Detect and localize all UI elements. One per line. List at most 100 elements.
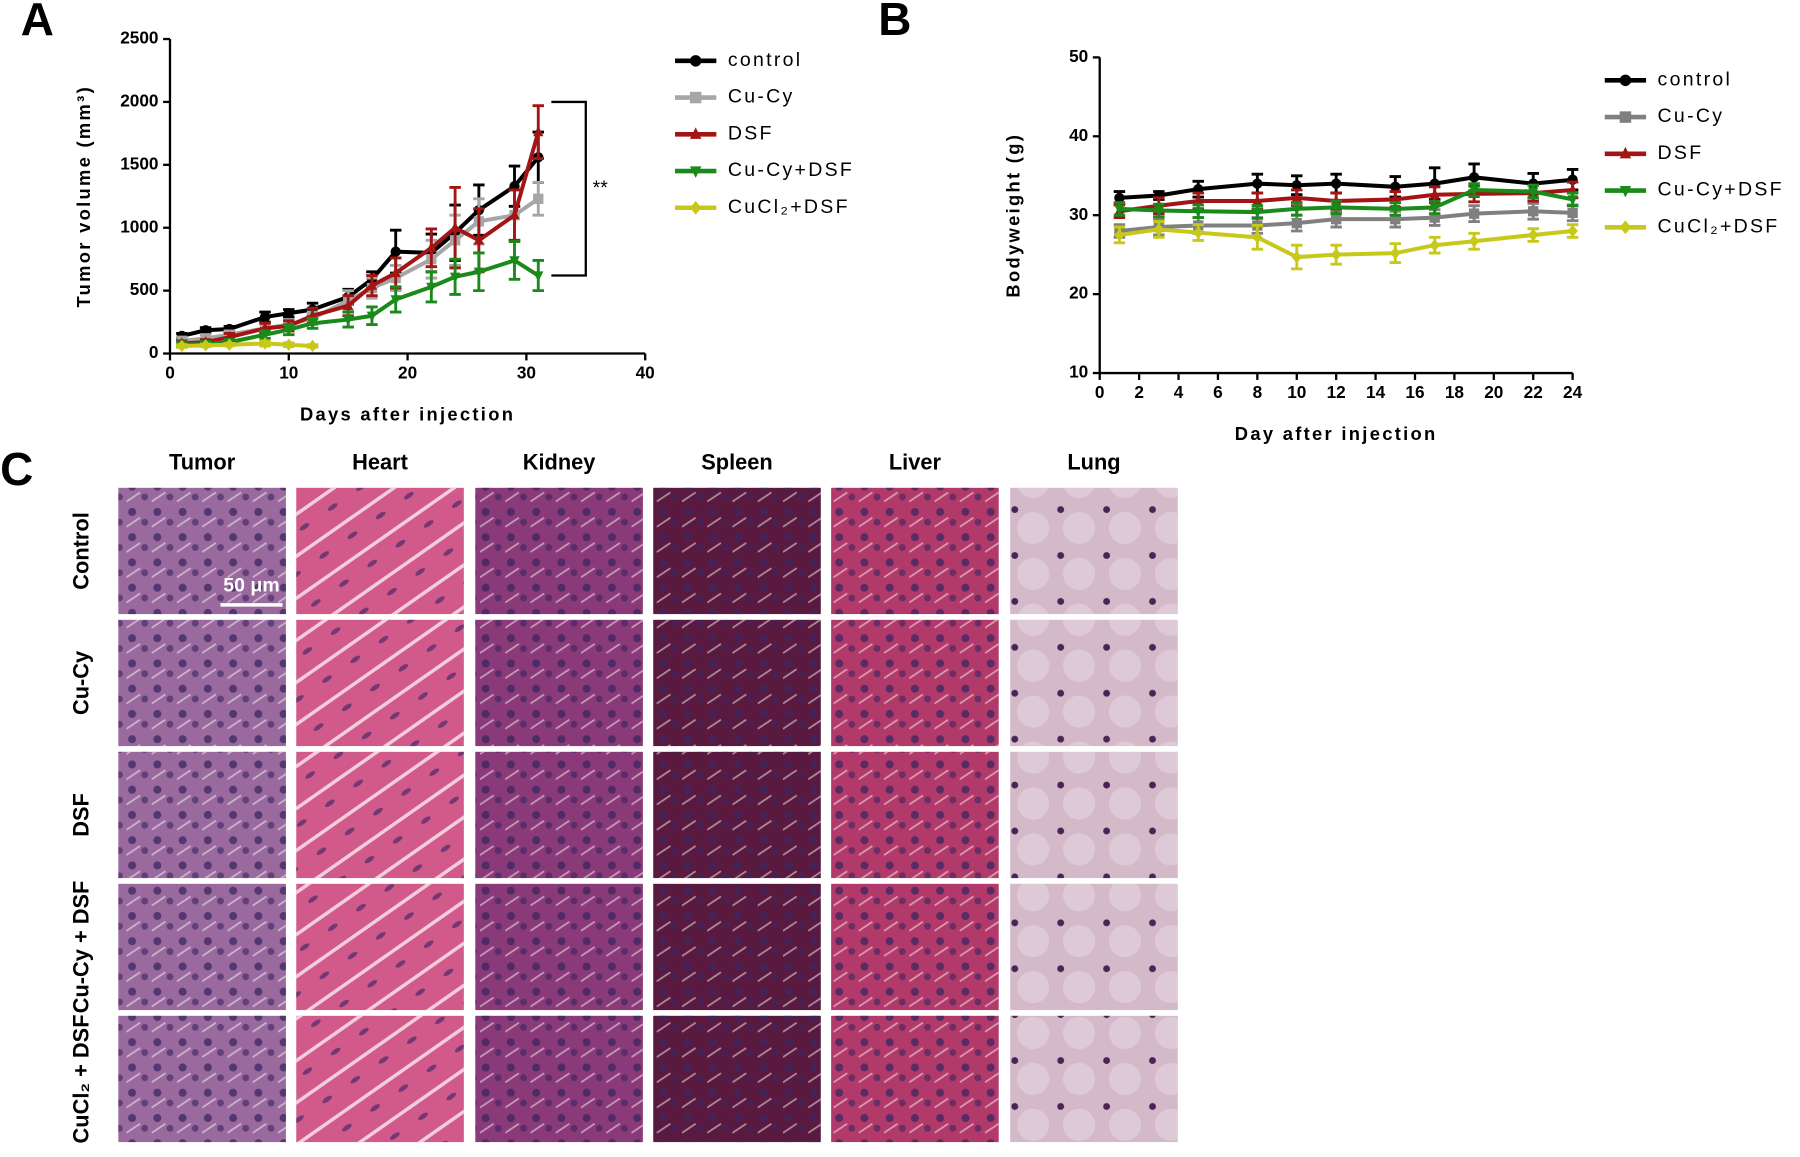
x-tick-label: 18 bbox=[1445, 382, 1465, 402]
marker bbox=[366, 279, 378, 290]
marker bbox=[1331, 203, 1342, 214]
marker bbox=[1153, 223, 1164, 236]
legend-label: CuCl₂+DSF bbox=[728, 196, 850, 218]
histology-texture bbox=[475, 487, 643, 615]
marker bbox=[1390, 204, 1401, 216]
marker bbox=[1468, 185, 1480, 197]
x-tick-label: 24 bbox=[1563, 382, 1583, 402]
column-header: Lung bbox=[1067, 449, 1120, 474]
column-header: Tumor bbox=[169, 449, 236, 474]
histology-texture bbox=[653, 883, 821, 1011]
histology-stain bbox=[1010, 487, 1178, 615]
marker bbox=[1429, 239, 1440, 252]
marker bbox=[1528, 228, 1539, 242]
legend-label: DSF bbox=[1658, 142, 1704, 164]
x-tick-label: 0 bbox=[165, 363, 175, 383]
histology-texture bbox=[1010, 751, 1178, 879]
marker bbox=[1567, 183, 1578, 195]
histology-stain bbox=[1010, 751, 1178, 879]
legend-label: Cu-Cy bbox=[728, 86, 795, 108]
row-label: Cu-Cy bbox=[69, 651, 94, 715]
column-header: Kidney bbox=[523, 449, 596, 474]
marker bbox=[343, 299, 354, 310]
y-tick-label: 50 bbox=[1069, 46, 1088, 66]
histology-texture bbox=[831, 1015, 999, 1143]
y-tick-label: 1500 bbox=[120, 153, 158, 173]
histology-texture bbox=[475, 883, 643, 1011]
marker bbox=[1331, 178, 1342, 189]
marker bbox=[689, 127, 702, 139]
x-tick-label: 16 bbox=[1405, 382, 1424, 402]
marker bbox=[1390, 246, 1401, 260]
histology-texture bbox=[1010, 883, 1178, 1011]
marker bbox=[426, 282, 437, 294]
histology-texture bbox=[653, 619, 821, 747]
histology-texture bbox=[296, 751, 464, 879]
marker bbox=[1252, 207, 1263, 219]
y-tick-label: 1000 bbox=[120, 216, 158, 236]
marker bbox=[366, 311, 378, 322]
marker bbox=[1390, 181, 1401, 192]
histology-texture bbox=[296, 1015, 464, 1143]
histology-stain bbox=[1010, 619, 1178, 747]
series-line bbox=[1119, 227, 1573, 260]
y-tick-label: 2500 bbox=[120, 28, 158, 48]
histology-texture bbox=[118, 487, 286, 615]
row-label: Cu-Cy + DSF bbox=[69, 881, 94, 1014]
x-tick-label: 10 bbox=[1287, 382, 1306, 402]
histology-texture bbox=[475, 1015, 643, 1143]
marker bbox=[1429, 203, 1440, 214]
marker bbox=[533, 125, 544, 137]
marker bbox=[1429, 212, 1440, 223]
marker bbox=[689, 166, 702, 178]
scale-bar-label: 50 μm bbox=[223, 575, 279, 597]
marker bbox=[689, 91, 702, 104]
marker bbox=[449, 272, 461, 283]
x-tick-label: 14 bbox=[1366, 382, 1386, 402]
marker bbox=[200, 339, 211, 352]
marker bbox=[1468, 208, 1480, 219]
significance-label: ** bbox=[593, 177, 609, 199]
x-tick-label: 20 bbox=[1484, 382, 1503, 402]
histology-texture bbox=[296, 487, 464, 615]
marker bbox=[1291, 250, 1302, 264]
marker bbox=[307, 339, 318, 353]
row-label: Control bbox=[69, 512, 94, 589]
histology-texture bbox=[118, 751, 286, 879]
histology-texture bbox=[831, 487, 999, 615]
marker bbox=[200, 325, 211, 336]
marker bbox=[426, 241, 437, 252]
legend-label: DSF bbox=[728, 122, 774, 144]
row-label: DSF bbox=[69, 793, 94, 837]
histology-texture bbox=[1010, 619, 1178, 747]
column-header: Spleen bbox=[701, 449, 772, 474]
marker bbox=[689, 55, 702, 67]
marker bbox=[1390, 193, 1401, 204]
marker bbox=[533, 193, 544, 204]
y-axis-label: Tumor volume (mm³) bbox=[73, 85, 94, 308]
marker bbox=[1429, 188, 1440, 199]
marker bbox=[449, 221, 461, 232]
marker bbox=[1193, 207, 1204, 218]
histology-texture bbox=[118, 1015, 286, 1143]
marker bbox=[1567, 224, 1578, 238]
marker bbox=[1114, 192, 1125, 204]
marker bbox=[1619, 74, 1632, 87]
panel-label: B bbox=[878, 0, 911, 45]
marker bbox=[1390, 213, 1401, 225]
marker bbox=[1252, 194, 1263, 206]
histology-texture bbox=[118, 883, 286, 1011]
marker bbox=[509, 256, 520, 267]
marker bbox=[473, 234, 485, 245]
marker bbox=[1619, 111, 1632, 123]
marker bbox=[259, 311, 271, 323]
marker bbox=[1291, 180, 1302, 191]
marker bbox=[1193, 194, 1204, 206]
marker bbox=[390, 246, 401, 257]
x-tick-label: 22 bbox=[1524, 382, 1543, 402]
marker bbox=[283, 308, 294, 319]
marker bbox=[176, 339, 188, 353]
legend-label: Cu-Cy bbox=[1658, 105, 1725, 127]
histology-texture bbox=[653, 1015, 821, 1143]
marker bbox=[689, 200, 702, 215]
